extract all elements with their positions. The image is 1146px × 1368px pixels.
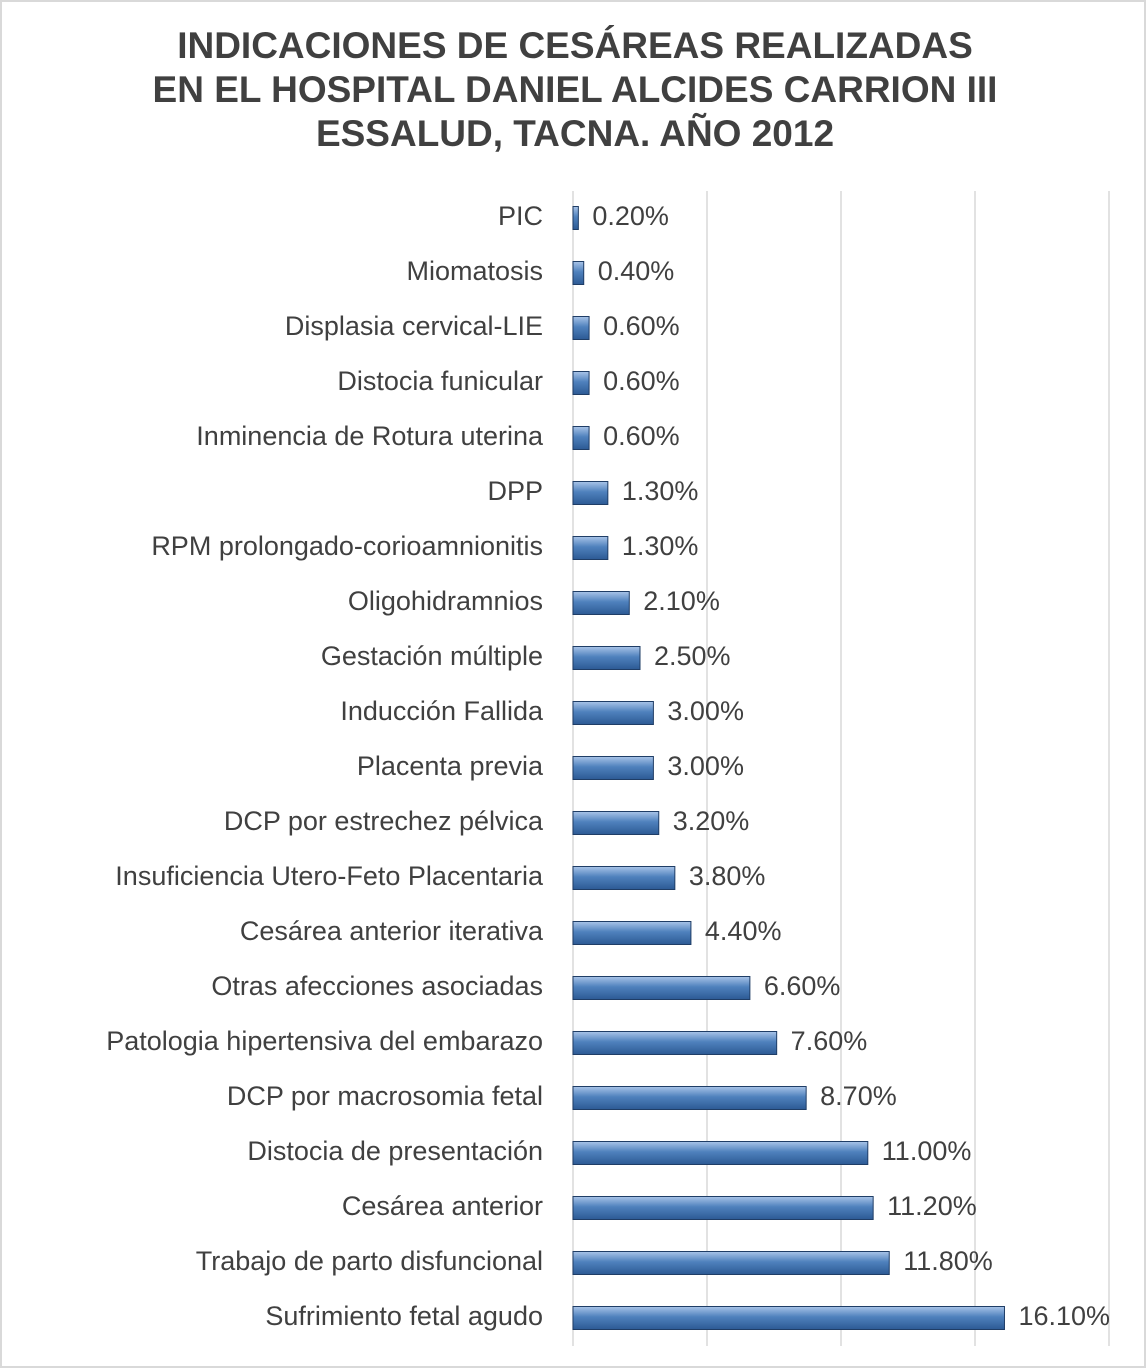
bar <box>572 1086 807 1110</box>
y-tick-label: Miomatosis <box>406 256 543 286</box>
y-tick-label: Distocia funicular <box>337 366 543 396</box>
bar <box>572 1251 890 1275</box>
data-label: 3.00% <box>667 696 744 726</box>
y-tick-label: Sufrimiento fetal agudo <box>265 1301 543 1331</box>
data-label: 0.60% <box>603 421 680 451</box>
data-label: 1.30% <box>622 531 699 561</box>
data-label: 0.40% <box>598 256 675 286</box>
data-label: 16.10% <box>1018 1301 1110 1331</box>
chart-title: ESSALUD, TACNA. AÑO 2012 <box>316 112 834 154</box>
y-tick-label: RPM prolongado-corioamnionitis <box>151 531 543 561</box>
bar <box>572 701 654 725</box>
chart-title: EN EL HOSPITAL DANIEL ALCIDES CARRION II… <box>153 69 998 110</box>
y-tick-label: Gestación múltiple <box>321 641 543 671</box>
bar <box>572 811 660 835</box>
data-label: 3.80% <box>689 861 766 891</box>
data-label: 11.00% <box>882 1136 972 1166</box>
data-label: 4.40% <box>705 916 782 946</box>
bar <box>572 426 590 450</box>
bar <box>572 261 585 285</box>
y-tick-label: Cesárea anterior <box>342 1191 543 1221</box>
y-tick-label: PIC <box>498 201 543 231</box>
data-label: 0.60% <box>603 311 680 341</box>
y-tick-label: Oligohidramnios <box>348 586 543 616</box>
y-tick-label: Placenta previa <box>357 751 544 781</box>
y-tick-label: Cesárea anterior iterativa <box>240 916 544 946</box>
y-tick-label: Insuficiencia Utero-Feto Placentaria <box>115 861 544 891</box>
y-tick-label: Displasia cervical-LIE <box>285 311 543 341</box>
bar <box>572 1141 869 1165</box>
data-label: 8.70% <box>820 1081 897 1111</box>
bar <box>572 536 609 560</box>
bar <box>572 921 692 945</box>
y-tick-label: Distocia de presentación <box>247 1136 543 1166</box>
bar <box>572 756 654 780</box>
bar <box>572 976 751 1000</box>
data-label: 11.80% <box>903 1246 993 1276</box>
data-label: 0.20% <box>592 201 669 231</box>
bar <box>572 481 609 505</box>
data-label: 0.60% <box>603 366 680 396</box>
y-tick-label: Inducción Fallida <box>340 696 544 726</box>
bar <box>572 1196 874 1220</box>
data-label: 3.00% <box>667 751 744 781</box>
data-label: 7.60% <box>791 1026 868 1056</box>
bar <box>572 206 579 230</box>
y-tick-label: Trabajo de parto disfuncional <box>196 1246 543 1276</box>
bar <box>572 866 676 890</box>
bar <box>572 591 630 615</box>
y-tick-label: Otras afecciones asociadas <box>211 971 543 1001</box>
bar <box>572 1306 1005 1330</box>
bar <box>572 371 590 395</box>
data-label: 6.60% <box>764 971 841 1001</box>
y-tick-label: DCP por macrosomia fetal <box>227 1081 543 1111</box>
bar <box>572 316 590 340</box>
chart-title: INDICACIONES DE CESÁREAS REALIZADAS <box>177 25 973 66</box>
data-label: 2.10% <box>643 586 720 616</box>
data-label: 3.20% <box>673 806 750 836</box>
bar <box>572 1031 778 1055</box>
y-tick-label: DCP por estrechez pélvica <box>224 806 544 836</box>
data-label: 1.30% <box>622 476 699 506</box>
bar <box>572 646 641 670</box>
data-label: 2.50% <box>654 641 731 671</box>
data-label: 11.20% <box>887 1191 977 1221</box>
y-tick-label: DPP <box>487 476 543 506</box>
y-tick-label: Patologia hipertensiva del embarazo <box>106 1026 543 1056</box>
y-tick-label: Inminencia de Rotura uterina <box>196 421 544 451</box>
